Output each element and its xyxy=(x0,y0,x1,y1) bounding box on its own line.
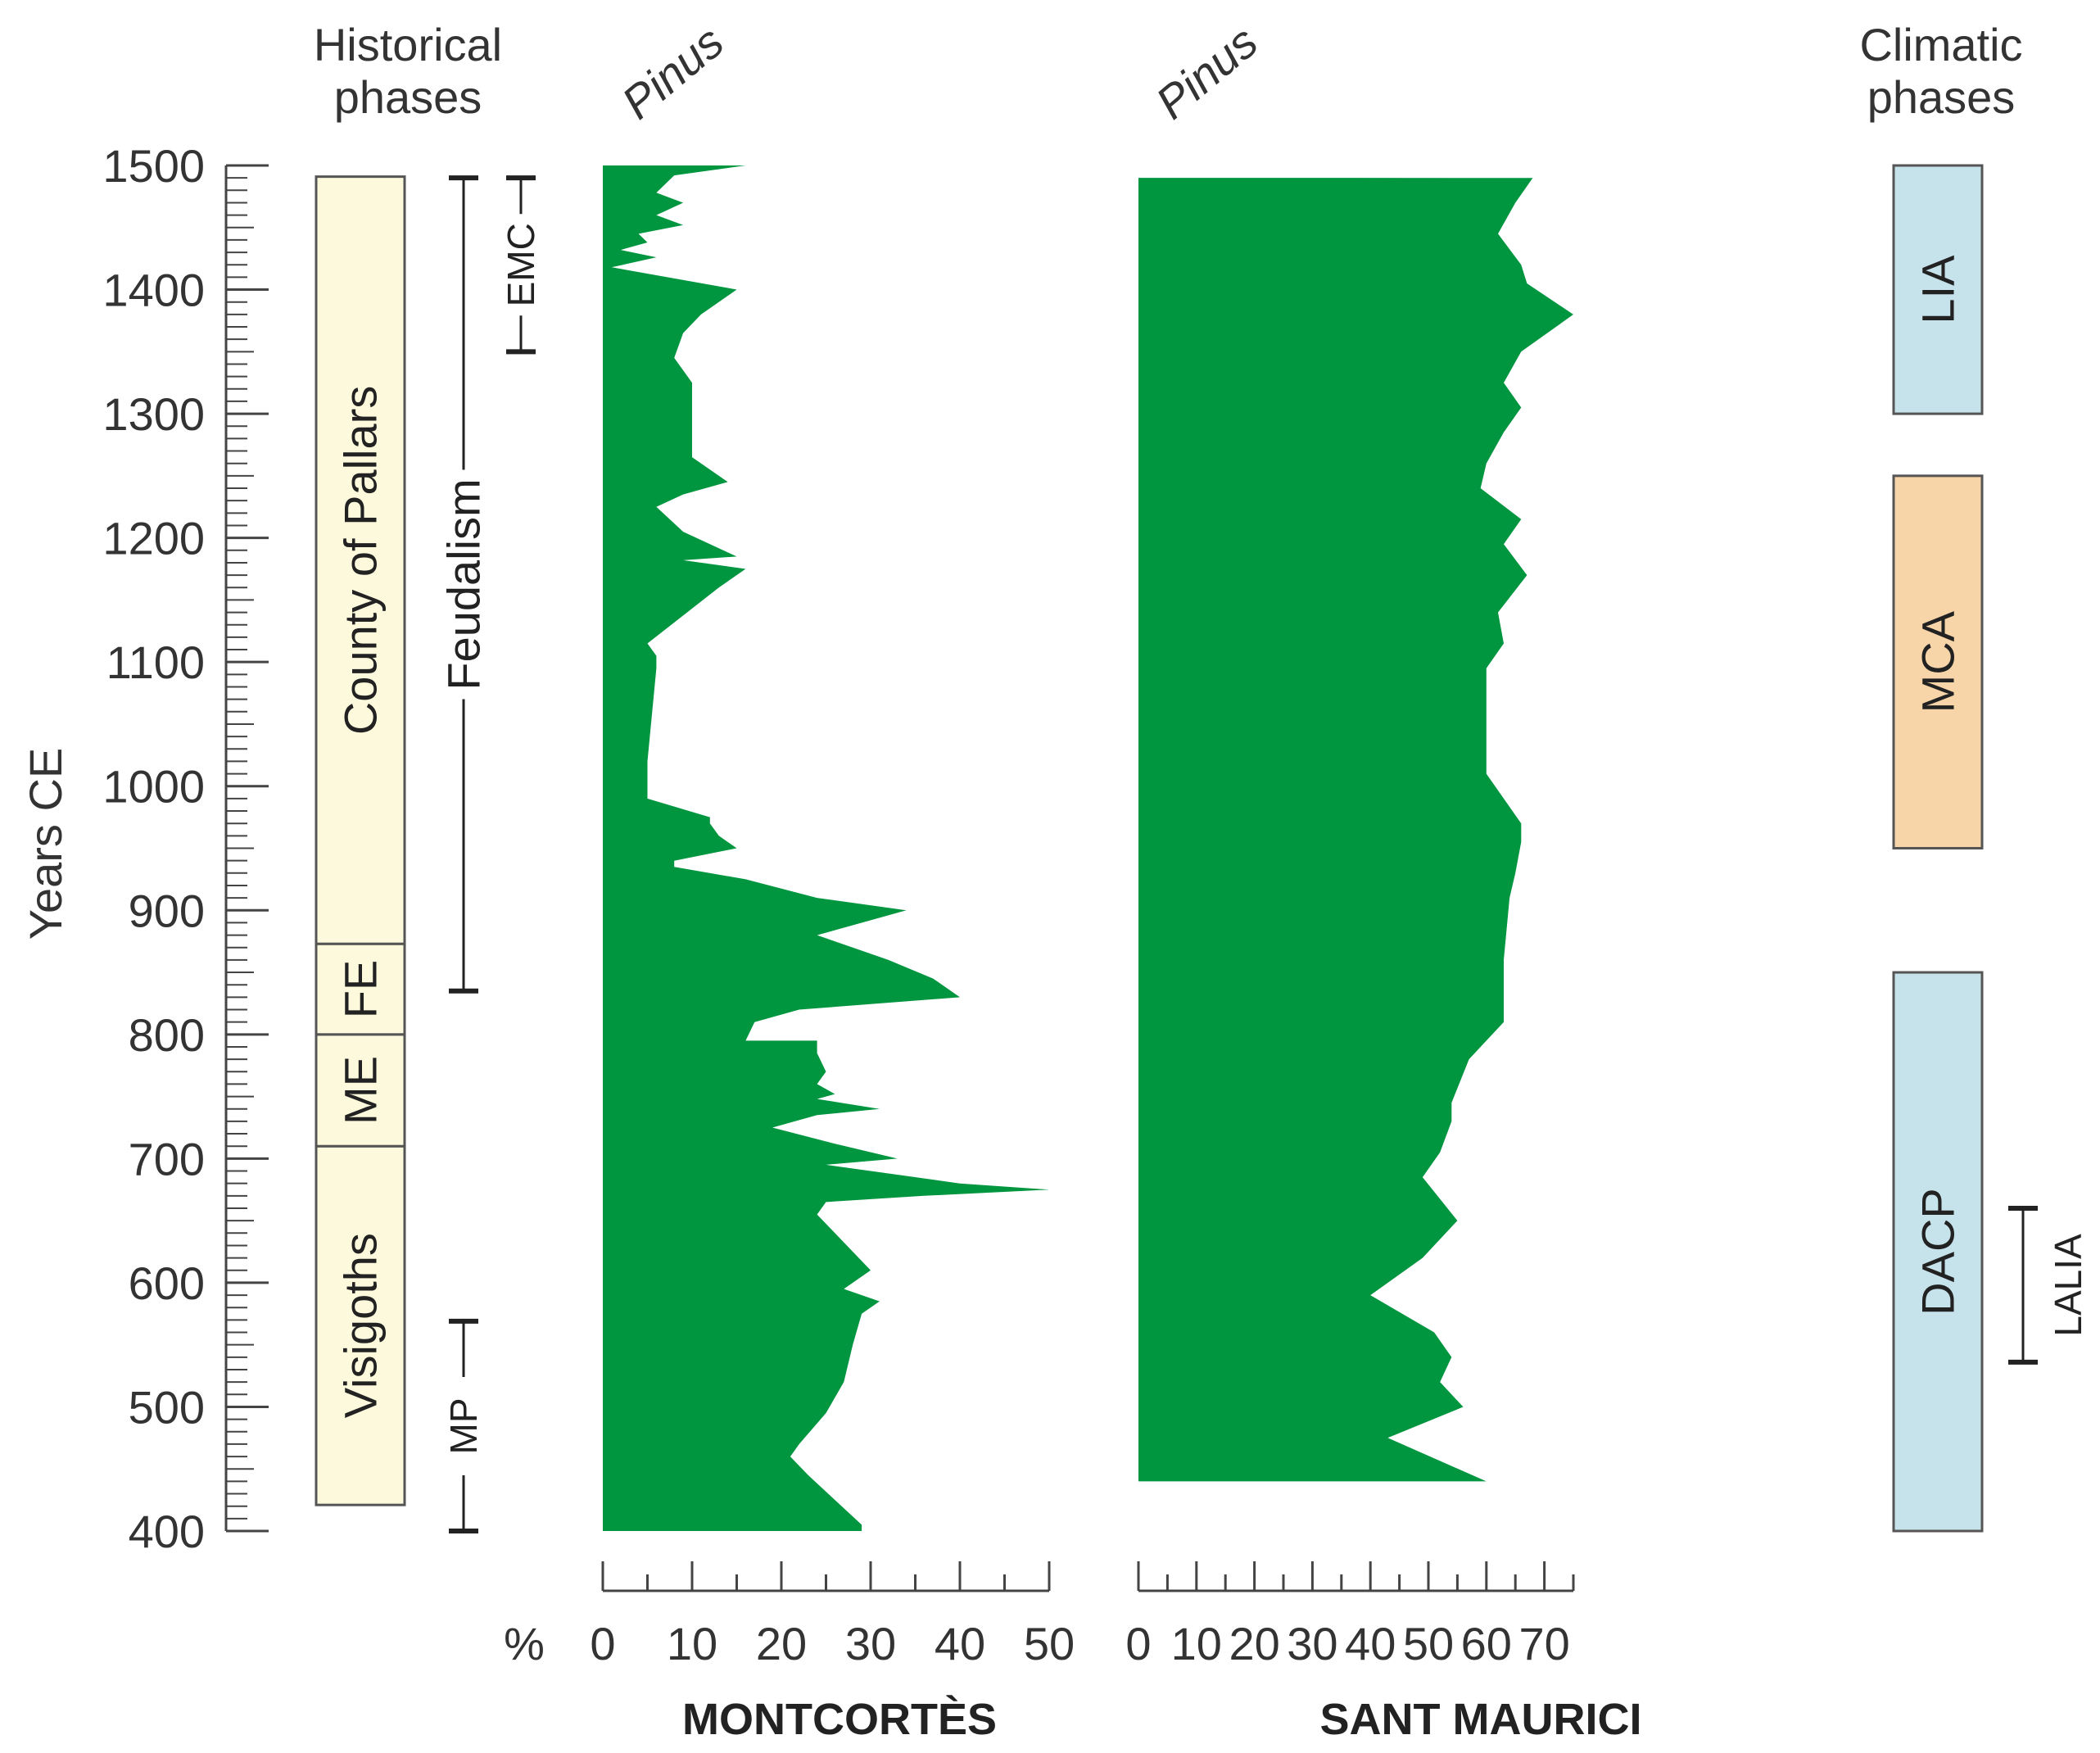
period-label-feudalism: Feudalism xyxy=(438,478,490,690)
x-tick-label-sant-maurici: 50 xyxy=(1403,1618,1454,1669)
y-tick-label: 600 xyxy=(129,1257,205,1309)
y-tick-label: 700 xyxy=(129,1133,205,1185)
historical-phase-fe xyxy=(315,942,406,1036)
climatic-phase-label-lia: LIA xyxy=(1912,255,1964,324)
percent-unit-label: % xyxy=(504,1618,545,1669)
x-tick-label-montcort-s: 10 xyxy=(667,1618,717,1669)
x-tick-label-montcort-s: 30 xyxy=(845,1618,896,1669)
y-tick-label: 1300 xyxy=(102,388,205,440)
x-tick-label-sant-maurici: 20 xyxy=(1229,1618,1279,1669)
lalia-label: LALIA xyxy=(2047,1234,2089,1337)
pinus-area-montcort-s xyxy=(603,165,1049,1531)
y-axis-label: Years CE xyxy=(20,748,71,940)
pinus-area-sant-maurici xyxy=(1138,178,1573,1482)
climatic-phases-header-line2: phases xyxy=(1867,71,2016,123)
y-tick-label: 800 xyxy=(129,1009,205,1061)
period-label-mp: MP xyxy=(442,1397,485,1454)
climatic-phases-header-line1: Climatic xyxy=(1859,19,2022,70)
y-tick-label: 1100 xyxy=(106,636,205,688)
sant-maurici-taxon-label: Pinus xyxy=(1146,16,1267,129)
x-tick-label-sant-maurici: 10 xyxy=(1171,1618,1222,1669)
historical-phases-header-line1: Historical xyxy=(314,19,502,70)
y-tick-label: 1000 xyxy=(102,761,205,813)
y-tick-label: 400 xyxy=(129,1506,205,1557)
historical-phase-label-visigoths: Visigoths xyxy=(335,1233,387,1418)
climatic-phase-lia xyxy=(1892,164,1984,415)
x-tick-label-sant-maurici: 70 xyxy=(1518,1618,1569,1669)
y-tick-label: 1200 xyxy=(102,513,205,564)
x-tick-label-montcort-s: 20 xyxy=(756,1618,807,1669)
y-tick-label: 1400 xyxy=(102,265,205,316)
y-tick-label: 500 xyxy=(129,1381,205,1433)
x-tick-label-sant-maurici: 30 xyxy=(1287,1618,1337,1669)
x-tick-label-montcort-s: 40 xyxy=(935,1618,985,1669)
montcortes-taxon-label: Pinus xyxy=(612,16,733,129)
climatic-phase-label-mca: MCA xyxy=(1912,610,1964,713)
x-tick-label-sant-maurici: 40 xyxy=(1345,1618,1396,1669)
historical-phase-me xyxy=(315,1033,406,1148)
sant-maurici-site-label: SANT MAURICI xyxy=(1320,1695,1642,1744)
y-tick-label: 1500 xyxy=(102,140,205,192)
historical-phase-label-me: ME xyxy=(335,1056,387,1125)
historical-phase-visigoths xyxy=(315,1144,406,1506)
historical-phase-county-of-pallars xyxy=(315,175,406,945)
historical-phase-label-county-of-pallars: County of Pallars xyxy=(335,386,387,735)
x-tick-label-montcort-s: 0 xyxy=(590,1618,615,1669)
historical-phase-label-fe: FE xyxy=(335,960,387,1019)
climatic-phase-mca xyxy=(1892,474,1984,849)
historical-phases-header-line2: phases xyxy=(334,71,482,123)
climatic-phase-dacp xyxy=(1892,971,1984,1533)
x-tick-label-sant-maurici: 60 xyxy=(1461,1618,1512,1669)
x-tick-label-montcort-s: 50 xyxy=(1024,1618,1075,1669)
x-tick-label-sant-maurici: 0 xyxy=(1125,1618,1151,1669)
montcortes-site-label: MONTCORTÈS xyxy=(682,1695,997,1744)
period-label-emc: EMC xyxy=(500,223,542,306)
climatic-phase-label-dacp: DACP xyxy=(1912,1188,1964,1316)
y-tick-label: 900 xyxy=(129,885,205,936)
